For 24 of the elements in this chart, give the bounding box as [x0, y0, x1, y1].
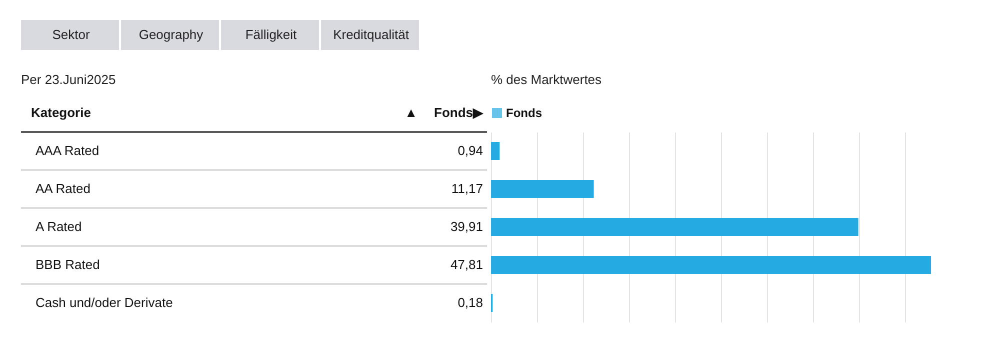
bar: [491, 180, 594, 198]
data-label: 0,18: [458, 295, 483, 310]
text: Fälligkeit: [245, 27, 298, 42]
text: Kreditqualität: [333, 27, 410, 42]
text: Per 23.Juni2025: [21, 72, 116, 87]
data-label: 47,81: [450, 257, 483, 272]
data-label: 0,94: [458, 143, 483, 158]
y-tick-label: A Rated: [36, 219, 82, 234]
chart-title: % des Marktwertes: [491, 72, 602, 87]
text: Kategorie: [31, 105, 91, 120]
text: Sektor: [52, 27, 90, 42]
y-tick-label: AA Rated: [36, 181, 90, 196]
text: Fonds▶: [434, 105, 484, 120]
y-tick-label: AAA Rated: [36, 143, 100, 158]
y-tick-label: BBB Rated: [36, 257, 100, 272]
data-label: 11,17: [451, 181, 483, 196]
y-tick-label: Cash und/oder Derivate: [36, 295, 173, 310]
bar: [491, 256, 931, 274]
text: ▲: [404, 105, 418, 120]
bar: [491, 218, 858, 236]
bar: [491, 142, 500, 160]
data-label: 39,91: [450, 219, 483, 234]
text: Geography: [138, 27, 204, 42]
legend-label: Fonds: [506, 106, 542, 120]
